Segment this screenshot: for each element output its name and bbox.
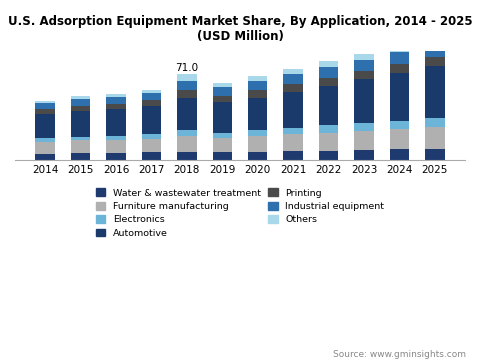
Bar (283, 151, 303, 160)
Bar (106, 109, 126, 136)
Bar (354, 79, 374, 123)
Bar (177, 90, 197, 98)
Bar (319, 132, 338, 151)
Bar (425, 66, 444, 118)
Bar (283, 134, 303, 151)
Bar (71, 153, 90, 160)
Bar (106, 94, 126, 97)
Bar (142, 93, 161, 100)
Bar (319, 67, 338, 78)
Bar (213, 152, 232, 160)
Bar (71, 136, 90, 140)
Bar (248, 136, 267, 152)
Text: 71.0: 71.0 (175, 63, 198, 73)
Bar (71, 106, 90, 111)
Bar (354, 71, 374, 79)
Bar (142, 106, 161, 134)
Bar (425, 149, 444, 160)
Bar (142, 100, 161, 106)
Bar (319, 86, 338, 125)
Bar (142, 139, 161, 152)
Bar (177, 136, 197, 152)
Bar (106, 103, 126, 109)
Bar (36, 138, 55, 142)
Bar (177, 81, 197, 90)
Bar (36, 114, 55, 138)
Bar (390, 129, 409, 150)
Bar (71, 140, 90, 153)
Bar (319, 78, 338, 86)
Bar (177, 152, 197, 160)
Bar (354, 150, 374, 160)
Bar (106, 153, 126, 160)
Bar (390, 64, 409, 73)
Bar (425, 43, 444, 57)
Bar (283, 91, 303, 128)
Bar (36, 101, 55, 103)
Bar (248, 98, 267, 130)
Bar (283, 84, 303, 91)
Bar (319, 61, 338, 67)
Bar (177, 74, 197, 81)
Bar (213, 102, 232, 132)
Bar (425, 127, 444, 149)
Bar (319, 151, 338, 160)
Bar (177, 98, 197, 130)
Bar (106, 136, 126, 140)
Bar (390, 121, 409, 129)
Bar (425, 57, 444, 66)
Bar (71, 99, 90, 106)
Text: Source: www.gminsights.com: Source: www.gminsights.com (333, 350, 466, 359)
Bar (106, 140, 126, 153)
Bar (319, 125, 338, 132)
Bar (142, 152, 161, 160)
Bar (354, 54, 374, 60)
Bar (390, 150, 409, 160)
Bar (106, 97, 126, 103)
Bar (71, 96, 90, 99)
Bar (36, 109, 55, 114)
Bar (283, 74, 303, 84)
Bar (213, 138, 232, 152)
Bar (390, 52, 409, 64)
Bar (213, 132, 232, 138)
Bar (213, 87, 232, 96)
Bar (142, 90, 161, 93)
Bar (248, 130, 267, 136)
Bar (36, 142, 55, 154)
Bar (354, 60, 374, 71)
Bar (390, 46, 409, 52)
Title: U.S. Adsorption Equipment Market Share, By Application, 2014 - 2025
(USD Million: U.S. Adsorption Equipment Market Share, … (8, 15, 472, 43)
Bar (213, 96, 232, 102)
Bar (425, 118, 444, 127)
Bar (213, 83, 232, 87)
Bar (177, 130, 197, 136)
Bar (248, 81, 267, 90)
Bar (248, 152, 267, 160)
Bar (248, 90, 267, 98)
Bar (36, 154, 55, 160)
Bar (354, 123, 374, 131)
Bar (354, 131, 374, 150)
Bar (36, 103, 55, 109)
Bar (71, 111, 90, 136)
Legend: Water & wastewater treatment, Furniture manufacturing, Electronics, Automotive, : Water & wastewater treatment, Furniture … (96, 188, 384, 238)
Bar (425, 37, 444, 43)
Bar (283, 69, 303, 74)
Bar (283, 128, 303, 134)
Bar (390, 73, 409, 121)
Bar (142, 134, 161, 139)
Bar (248, 76, 267, 81)
